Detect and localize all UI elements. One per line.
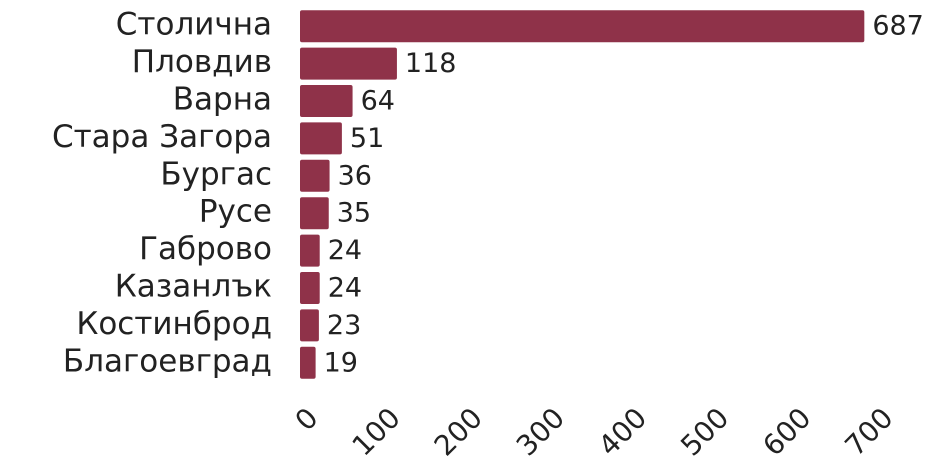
y-tick-label: Русе [199,194,272,230]
value-label: 687 [872,11,924,42]
bar [300,309,319,342]
y-tick-label: Варна [173,82,272,118]
value-label: 19 [324,347,358,378]
x-tick-label: 100 [346,401,407,462]
y-tick-label: Бургас [160,156,272,192]
bar [300,272,320,304]
value-label: 36 [338,160,372,191]
value-label: 35 [337,198,371,229]
x-tick-label: 300 [510,401,571,462]
x-tick-label: 600 [756,401,817,462]
y-tick-label: Костинброд [76,306,272,342]
y-tick-label: Габрово [139,231,272,267]
x-tick-label: 500 [674,401,735,462]
y-tick-label: Пловдив [132,44,272,80]
bar [300,346,316,379]
value-label: 23 [327,310,361,341]
x-tick-label: 200 [428,401,489,462]
y-tick-label: Казанлък [115,269,272,305]
bar [300,47,397,80]
y-tick-label: Благоевград [63,343,272,379]
bar [300,85,353,117]
y-tick-label: Столична [116,7,272,43]
value-label: 64 [361,86,395,117]
bar [300,10,865,43]
value-label: 24 [328,235,362,266]
bar [300,234,320,267]
x-tick-label: 700 [838,401,899,462]
x-tick-label: 400 [592,401,653,462]
value-label: 24 [328,273,362,304]
value-label: 118 [405,48,457,79]
x-tick-label: 0 [289,401,325,437]
bar [300,122,342,155]
y-tick-label: Стара Загора [52,119,272,155]
bar [300,159,330,192]
value-label: 51 [350,123,384,154]
bar [300,197,329,230]
